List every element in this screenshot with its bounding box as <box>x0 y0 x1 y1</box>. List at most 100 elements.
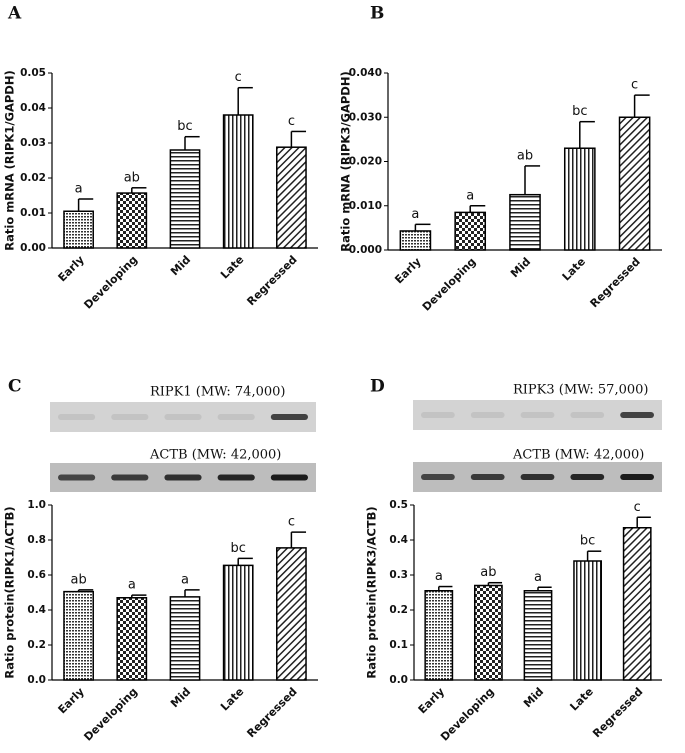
significance-label: a <box>466 188 474 203</box>
blot-band <box>620 412 654 418</box>
blot-label: RIPK1 (MW: 74,000) <box>150 385 285 400</box>
significance-label: bc <box>177 119 192 134</box>
y-axis-label: Ratio mRNA (RIPK3/GAPDH) <box>339 71 353 251</box>
blot-band <box>421 412 455 418</box>
x-tick-label: Regressed <box>244 685 299 740</box>
y-tick-label: 0.010 <box>349 200 382 212</box>
blot-band <box>217 474 255 481</box>
bar <box>563 147 596 251</box>
significance-label: bc <box>572 104 587 119</box>
significance-label: c <box>288 114 295 129</box>
significance-label: a <box>128 578 136 593</box>
x-tick-label: Mid <box>168 685 193 710</box>
y-tick-label: 0.05 <box>20 67 46 79</box>
y-tick-label: 0.03 <box>20 137 46 149</box>
x-tick-label: Developing <box>438 685 497 744</box>
y-tick-label: 0.0 <box>27 674 46 686</box>
y-tick-label: 0.8 <box>27 534 46 546</box>
bar <box>454 211 487 251</box>
x-tick-label: Mid <box>521 685 546 710</box>
significance-label: a <box>534 570 542 585</box>
y-tick-label: 0.2 <box>27 639 46 651</box>
bar <box>169 596 201 681</box>
significance-label: a <box>181 572 189 587</box>
x-tick-label: Late <box>560 255 588 283</box>
blot-band <box>58 414 96 420</box>
x-tick-label: Early <box>56 253 87 284</box>
blot-band <box>421 474 455 480</box>
y-tick-label: 0.04 <box>20 102 46 114</box>
bar <box>509 193 541 251</box>
significance-label: c <box>235 70 242 85</box>
y-tick-label: 0.4 <box>389 534 408 546</box>
y-tick-label: 0.02 <box>20 172 46 184</box>
bar <box>474 584 503 681</box>
x-tick-label: Early <box>416 685 447 716</box>
bar <box>573 560 602 681</box>
y-tick-label: 1.0 <box>27 499 46 511</box>
blot-band <box>164 474 202 481</box>
blot-band <box>58 474 96 481</box>
x-tick-label: Developing <box>81 253 140 312</box>
blot-band <box>270 414 308 420</box>
y-tick-label: 0.040 <box>349 67 382 79</box>
significance-label: a <box>435 569 443 584</box>
blot-band <box>570 412 605 418</box>
bar <box>63 210 94 249</box>
y-tick-label: 0.000 <box>349 244 382 256</box>
x-tick-label: Mid <box>508 255 533 280</box>
panel-label: C <box>8 377 22 397</box>
bar <box>276 547 307 681</box>
y-tick-label: 0.00 <box>20 242 46 254</box>
bar <box>116 192 148 249</box>
blot-band <box>520 412 555 418</box>
bar <box>399 230 432 251</box>
blot-band <box>620 474 654 480</box>
significance-label: ab <box>517 148 533 163</box>
y-tick-label: 0.0 <box>389 674 408 686</box>
x-tick-label: Mid <box>168 253 193 278</box>
y-tick-label: 0.6 <box>27 569 46 581</box>
y-axis-label: Ratio mRNA (RIPK1/GAPDH) <box>3 70 17 250</box>
significance-label: bc <box>580 534 595 549</box>
significance-label: c <box>288 515 295 530</box>
blot-band <box>570 474 605 480</box>
blot-band <box>164 414 202 420</box>
y-tick-label: 0.2 <box>389 604 408 616</box>
bar <box>523 590 553 681</box>
y-tick-label: 0.1 <box>389 639 408 651</box>
blot-band <box>470 412 505 418</box>
x-tick-label: Late <box>218 685 246 713</box>
y-tick-label: 0.01 <box>20 207 46 219</box>
significance-label: bc <box>230 541 245 556</box>
x-tick-label: Early <box>56 685 87 716</box>
significance-label: ab <box>70 572 86 587</box>
blot-label: ACTB (MW: 42,000) <box>149 448 281 463</box>
blot-label: RIPK3 (MW: 57,000) <box>513 383 648 398</box>
x-tick-label: Regressed <box>590 685 645 740</box>
bar <box>276 146 307 249</box>
y-tick-label: 0.5 <box>389 499 408 511</box>
y-tick-label: 0.4 <box>27 604 46 616</box>
blot-label: ACTB (MW: 42,000) <box>512 448 644 463</box>
significance-label: a <box>411 207 419 222</box>
x-tick-label: Developing <box>420 255 479 314</box>
bar <box>424 590 454 681</box>
significance-label: c <box>634 500 641 515</box>
significance-label: c <box>631 78 638 93</box>
blot-band <box>470 474 505 480</box>
bar <box>618 116 651 251</box>
panel-label: A <box>7 4 22 24</box>
bar <box>63 590 94 681</box>
blot-band <box>270 474 308 481</box>
y-axis-label: Ratio protein(RIPK3/ACTB) <box>365 506 379 678</box>
bar <box>222 564 254 681</box>
x-tick-label: Late <box>218 253 246 281</box>
blot-band <box>111 414 149 420</box>
x-tick-label: Regressed <box>588 255 643 310</box>
panel-label: D <box>370 377 385 397</box>
significance-label: ab <box>480 565 496 580</box>
bar <box>116 597 148 681</box>
panel-label: B <box>370 4 384 24</box>
